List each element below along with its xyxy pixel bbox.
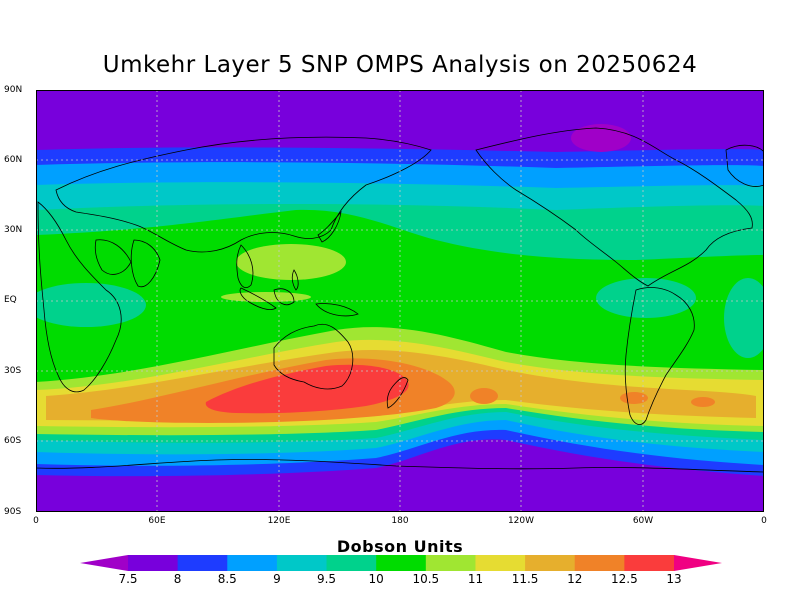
colorbar-swatch [376, 555, 427, 571]
colorbar-swatch [425, 555, 476, 571]
lat-label-60n: 60N [4, 155, 23, 165]
coastline-south-america [624, 287, 695, 425]
colorbar [80, 555, 722, 571]
lon-label-60e: 60E [148, 516, 166, 526]
colorbar-tick-label: 10.5 [412, 572, 440, 586]
graticule [36, 90, 764, 512]
lat-label-30s: 30S [4, 366, 22, 376]
lon-label-0-left: 0 [33, 516, 39, 526]
coastline-africa [37, 201, 122, 393]
colorbar-title: Dobson Units [336, 537, 464, 556]
ozone-map [36, 90, 764, 512]
lon-label-120e: 120E [267, 516, 291, 526]
colorbar-swatch [475, 555, 526, 571]
colorbar-tick-label: 13 [666, 572, 682, 586]
lat-label-30n: 30N [4, 225, 23, 235]
coastline-india [130, 239, 161, 288]
lon-label-0-right: 0 [761, 516, 767, 526]
lon-label-120w: 120W [507, 516, 535, 526]
colorbar-tick-label: 11.5 [511, 572, 539, 586]
coastline-new-zealand [386, 377, 409, 409]
page-title: Umkehr Layer 5 SNP OMPS Analysis on 2025… [102, 52, 698, 78]
lon-label-180: 180 [391, 516, 409, 526]
colorbar-swatch [574, 555, 625, 571]
colorbar-tick-label: 12 [567, 572, 583, 586]
contour-band-13 [205, 364, 409, 414]
colorbar-swatch-min [80, 555, 128, 571]
contour-band-12-5-south-america [620, 392, 648, 404]
colorbar-tick-label: 9.5 [316, 572, 337, 586]
colorbar-tick-label: 12.5 [611, 572, 638, 586]
lat-label-90s: 90S [4, 507, 22, 517]
coastline-borneo [273, 288, 295, 306]
coastline-greenland [725, 144, 764, 187]
coastline-north-america [475, 127, 753, 287]
contour-band-10-tropics-east [596, 278, 696, 318]
colorbar-tick-label: 8.5 [217, 572, 237, 586]
colorbar-swatch [227, 555, 278, 571]
map-border [36, 90, 764, 512]
lon-label-60w: 60W [632, 516, 654, 526]
colorbar-tick-label: 8 [173, 572, 182, 586]
coastline-arabia [94, 239, 132, 275]
coastline-australia [273, 323, 354, 390]
colorbar-swatch-max [674, 555, 722, 571]
contour-band-11-eq-strip [221, 292, 311, 302]
colorbar-tick-label: 11 [467, 572, 484, 586]
lat-label-eq: EQ [4, 295, 17, 305]
contour-band-10-tropics-west [36, 283, 146, 327]
colorbar-tick-label: 9 [273, 572, 281, 586]
coastline-japan [317, 210, 342, 243]
colorbar-tick-label: 7.5 [118, 572, 138, 586]
lat-label-90n: 90N [4, 85, 23, 95]
coastline-antarctica [36, 459, 764, 473]
colorbar-swatch [624, 555, 675, 571]
colorbar-swatch [177, 555, 228, 571]
colorbar-tick-label: 10 [368, 572, 384, 586]
contour-band-12-5-east [470, 388, 498, 404]
coastline-new-guinea [315, 303, 359, 317]
colorbar-swatch [525, 555, 576, 571]
contour-band-10-tropics-far-east [724, 278, 764, 358]
colorbar-swatch [128, 555, 179, 571]
colorbar-swatch [326, 555, 377, 571]
coastline-philippines [291, 269, 299, 291]
contour-band-12-5-far-east [691, 397, 715, 407]
lat-label-60s: 60S [4, 436, 22, 446]
contour-band-11-north [236, 244, 346, 280]
colorbar-swatch [276, 555, 328, 571]
coastline-sumatra [239, 287, 277, 310]
coastline-indochina [236, 244, 254, 289]
